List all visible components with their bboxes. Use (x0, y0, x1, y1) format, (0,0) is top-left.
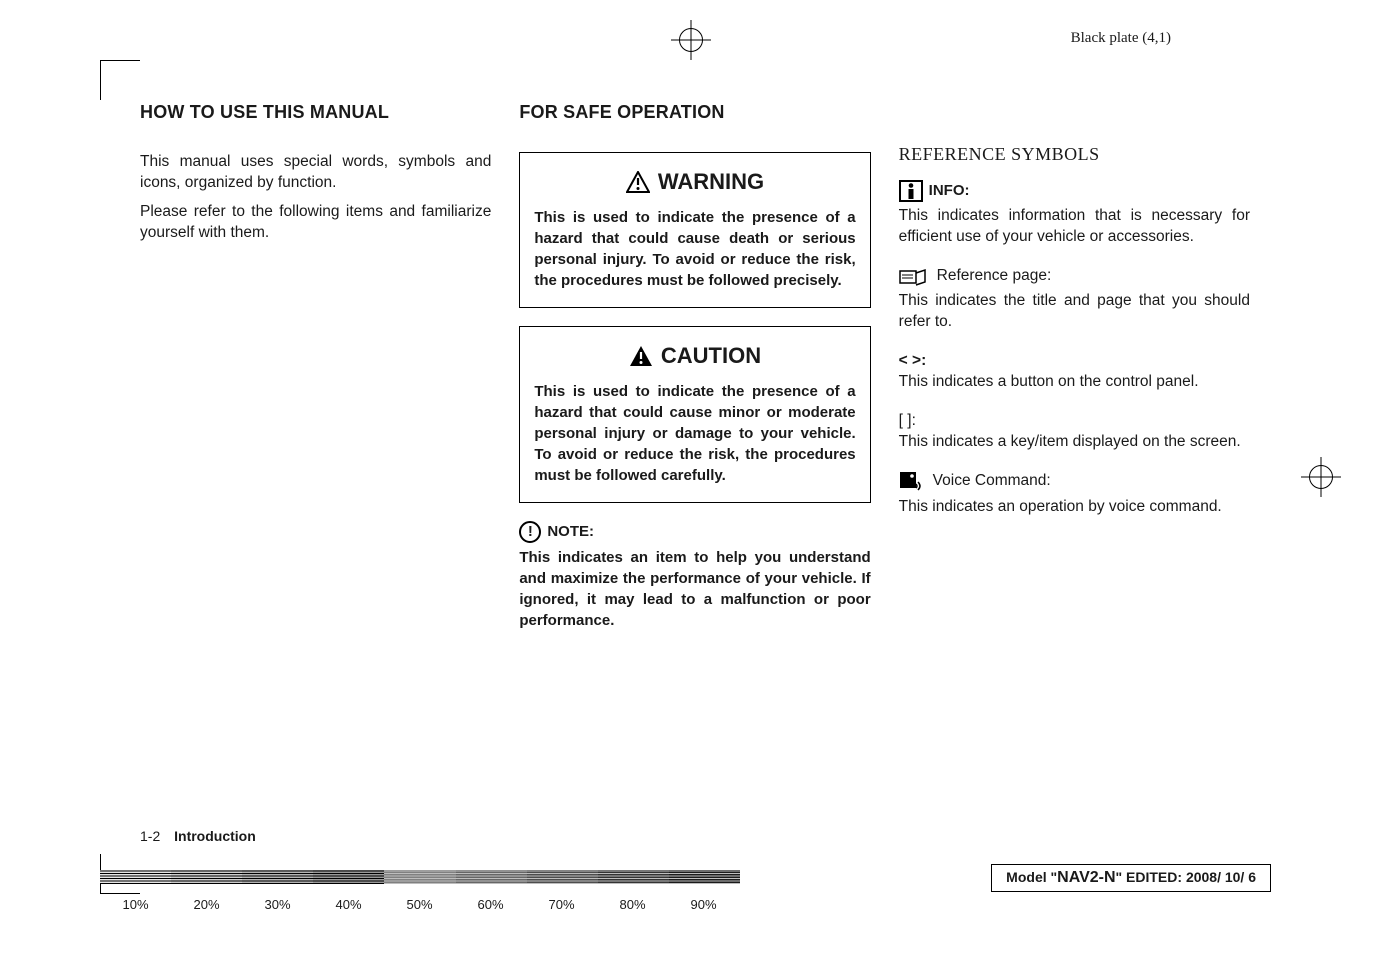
warning-title: WARNING (658, 167, 764, 197)
gradient-segment (313, 870, 384, 884)
caution-box: CAUTION This is used to indicate the pre… (519, 326, 870, 503)
gradient-percent-label: 50% (384, 897, 455, 912)
gradient-segment (598, 870, 669, 884)
note-heading-row: ! NOTE: (519, 521, 870, 543)
gradient-percent-label: 10% (100, 897, 171, 912)
gradient-segment (527, 870, 598, 884)
column-3: REFERENCE SYMBOLS INFO: This indicates i… (899, 100, 1250, 631)
heading-safe-operation: FOR SAFE OPERATION (519, 100, 870, 124)
note-body: This indicates an item to help you under… (519, 547, 870, 631)
section-name: Introduction (174, 828, 256, 844)
square-bracket-head: [ ]: (899, 411, 1250, 432)
intro-paragraph-1: This manual uses special words, symbols … (140, 152, 491, 194)
registration-mark-top (671, 20, 711, 60)
model-edited-box: Model "NAV2-N" EDITED: 2008/ 10/ 6 (991, 864, 1271, 892)
gradient-percent-label: 70% (526, 897, 597, 912)
warning-box: WARNING This is used to indicate the pre… (519, 152, 870, 308)
print-gradient-bar (100, 870, 740, 894)
note-label: NOTE: (547, 522, 594, 542)
warning-title-row: WARNING (534, 167, 855, 197)
gradient-segment (100, 870, 171, 884)
model-prefix: Model " (1006, 869, 1057, 885)
reference-page-body: This indicates the title and page that y… (899, 291, 1250, 333)
gradient-percent-label: 40% (313, 897, 384, 912)
registration-mark-right (1301, 457, 1341, 497)
voice-command-row: Voice Command: (899, 471, 1250, 493)
column-1: HOW TO USE THIS MANUAL This manual uses … (140, 100, 491, 631)
angle-bracket-block: < >: This indicates a button on the cont… (899, 351, 1250, 393)
print-gradient-percents: 10%20%30%40%50%60%70%80%90% (100, 897, 740, 912)
square-bracket-block: [ ]: This indicates a key/item displayed… (899, 411, 1250, 453)
caution-title-row: CAUTION (534, 341, 855, 371)
gradient-segment (242, 870, 313, 884)
page-body: HOW TO USE THIS MANUAL This manual uses … (140, 100, 1250, 840)
caution-body: This is used to indicate the presence of… (534, 381, 855, 486)
voice-command-icon (899, 471, 923, 493)
angle-bracket-head: < >: (899, 351, 1250, 372)
heading-how-to-use: HOW TO USE THIS MANUAL (140, 100, 491, 124)
model-mid: " EDITED: (1116, 869, 1186, 885)
columns: HOW TO USE THIS MANUAL This manual uses … (140, 100, 1250, 631)
info-body: This indicates information that is neces… (899, 206, 1250, 248)
square-bracket-body: This indicates a key/item displayed on t… (899, 432, 1250, 453)
column-2: FOR SAFE OPERATION WARNING This is used … (519, 100, 870, 631)
gradient-percent-label: 90% (668, 897, 739, 912)
footer-left: 1-2 Introduction (140, 828, 256, 844)
caution-title: CAUTION (661, 341, 761, 371)
gradient-segment (171, 870, 242, 884)
reference-page-row: Reference page: (899, 266, 1250, 287)
caution-triangle-icon (629, 345, 653, 367)
voice-command-label: Voice Command: (933, 471, 1051, 492)
heading-reference-symbols: REFERENCE SYMBOLS (899, 142, 1250, 166)
plate-label: Black plate (4,1) (1071, 30, 1171, 47)
reference-page-label: Reference page: (937, 266, 1052, 287)
page-number: 1-2 (140, 828, 160, 844)
info-label: INFO: (929, 181, 970, 201)
gradient-segment (456, 870, 527, 884)
gradient-segment (669, 870, 740, 884)
info-heading-row: INFO: (899, 180, 1250, 202)
warning-triangle-icon (626, 171, 650, 193)
model-code: NAV2-N (1057, 869, 1115, 886)
warning-body: This is used to indicate the presence of… (534, 207, 855, 291)
gradient-percent-label: 80% (597, 897, 668, 912)
info-i-icon (899, 180, 923, 202)
gradient-percent-label: 30% (242, 897, 313, 912)
model-date: 2008/ 10/ 6 (1186, 869, 1256, 885)
voice-command-body: This indicates an operation by voice com… (899, 497, 1250, 518)
reference-page-icon (899, 268, 927, 286)
gradient-percent-label: 60% (455, 897, 526, 912)
gradient-percent-label: 20% (171, 897, 242, 912)
gradient-segment (384, 870, 455, 884)
intro-paragraph-2: Please refer to the following items and … (140, 202, 491, 244)
note-exclamation-icon: ! (519, 521, 541, 543)
angle-bracket-body: This indicates a button on the control p… (899, 372, 1250, 393)
crop-mark-top-left (100, 60, 140, 100)
